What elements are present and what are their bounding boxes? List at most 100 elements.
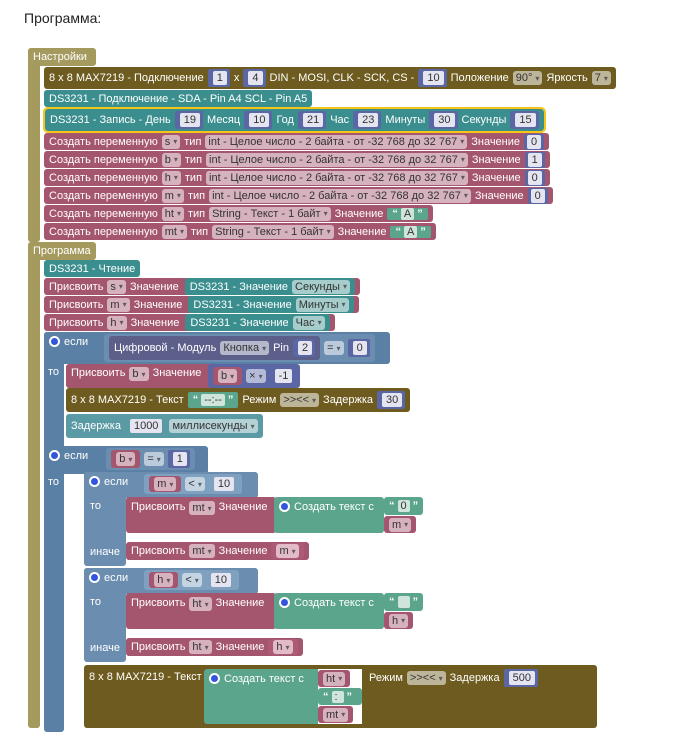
create-variable-block[interactable]: Создать переменную b тип int - Целое чис… <box>44 151 550 168</box>
value-input[interactable]: 0 <box>527 134 542 149</box>
join-item-var[interactable]: m <box>384 516 417 533</box>
variable-name-dropdown[interactable]: s <box>161 134 181 149</box>
brightness-dropdown[interactable]: 7 <box>591 71 611 85</box>
variable-dropdown[interactable]: m <box>389 517 412 532</box>
value-input[interactable]: 0 <box>530 188 545 203</box>
gear-icon[interactable] <box>89 572 100 583</box>
create-variable-block[interactable]: Создать переменную h тип int - Целое чис… <box>44 169 550 186</box>
variable-dropdown[interactable]: ht <box>189 640 212 654</box>
second-input[interactable]: 15 <box>515 113 536 127</box>
max7219-connect-block[interactable]: 8 x 8 MAX7219 - Подключение 1 x 4 DIN - … <box>44 67 616 89</box>
join-item-mt[interactable]: mt <box>318 706 354 723</box>
join-text-block[interactable]: Создать текст с <box>274 593 384 629</box>
variable-name-dropdown[interactable]: mt <box>161 224 187 239</box>
source-dropdown[interactable]: Секунды <box>292 279 350 294</box>
join-item-text[interactable]: “ ” <box>384 593 423 611</box>
variable-dropdown[interactable]: s <box>107 279 126 294</box>
variable-dropdown[interactable]: h <box>273 640 293 654</box>
variable-dropdown[interactable]: m <box>276 544 299 558</box>
assign-block[interactable]: ПрисвоитьsЗначение DS3231 - ЗначениеСеку… <box>44 278 360 295</box>
pin-input[interactable]: 2 <box>297 341 313 355</box>
join-item-colon[interactable]: “ : ” <box>318 688 362 705</box>
gear-icon[interactable] <box>89 476 100 487</box>
type-dropdown[interactable]: int - Целое число - 2 байта - от -32 768… <box>205 134 468 149</box>
delay-block[interactable]: Задержка 1000 миллисекунды <box>66 414 263 438</box>
source-dropdown[interactable]: Час <box>292 315 325 330</box>
ds3231-read-block[interactable]: DS3231 - Чтение <box>44 260 141 277</box>
operator-dropdown[interactable]: × <box>246 369 266 383</box>
type-dropdown[interactable]: int - Целое число - 2 байта - от -32 768… <box>206 170 468 185</box>
source-dropdown[interactable]: Минуты <box>295 297 349 312</box>
compare-value-input[interactable]: 10 <box>210 573 232 587</box>
value-input[interactable]: 0 <box>527 170 542 185</box>
variable-dropdown[interactable]: m <box>154 477 177 491</box>
variable-name-dropdown[interactable]: b <box>161 152 181 167</box>
unit-dropdown[interactable]: миллисекунды <box>169 419 258 433</box>
variable-dropdown[interactable]: mt <box>323 707 349 722</box>
text-input[interactable]: A <box>403 225 418 238</box>
type-dropdown[interactable]: int - Целое число - 2 байта - от -32 768… <box>209 188 471 203</box>
variable-dropdown[interactable]: ht <box>189 597 212 611</box>
variable-dropdown[interactable]: b <box>129 367 149 381</box>
variable-dropdown[interactable]: h <box>389 613 409 628</box>
gear-icon[interactable] <box>279 501 290 512</box>
if-block[interactable]: если b = 1 <box>44 446 208 474</box>
text-input[interactable]: 0 <box>397 500 410 512</box>
create-variable-block[interactable]: Создать переменную mt тип String - Текст… <box>44 223 436 240</box>
assign-block[interactable]: ПрисвоитьmtЗначение <box>126 497 276 533</box>
join-item-text[interactable]: “ 0 ” <box>384 497 424 515</box>
ds3231-connect-block[interactable]: DS3231 - Подключение - SDA - Pin A4 SCL … <box>44 90 313 107</box>
operator-dropdown[interactable]: < <box>185 477 205 491</box>
variable-name-dropdown[interactable]: h <box>161 170 181 185</box>
variable-dropdown[interactable]: mt <box>189 501 215 515</box>
operator-dropdown[interactable]: = <box>324 341 344 355</box>
assign-block[interactable]: ПрисвоитьhtЗначение h <box>126 638 303 656</box>
variable-dropdown[interactable]: mt <box>189 544 215 558</box>
variable-name-dropdown[interactable]: ht <box>161 206 184 221</box>
join-text-block[interactable]: Создать текст с <box>274 497 384 533</box>
variable-dropdown[interactable]: h <box>154 573 174 587</box>
multiplier-input[interactable]: -1 <box>274 369 293 383</box>
delay-input[interactable]: 30 <box>382 393 403 407</box>
compare-block[interactable]: Цифровой - МодульКнопкаPin 2 = 0 <box>104 334 375 362</box>
ds3231-write-block[interactable]: DS3231 - Запись - День 19 Месяц 10 Год 21 Ч… <box>43 107 546 133</box>
value-input[interactable]: 1 <box>527 152 542 167</box>
digital-read-block[interactable]: Цифровой - МодульКнопкаPin 2 <box>109 336 321 360</box>
type-dropdown[interactable]: String - Текст - 1 байт <box>209 206 331 221</box>
minute-input[interactable]: 30 <box>434 113 455 127</box>
year-input[interactable]: 21 <box>302 113 324 127</box>
if-else-block[interactable]: если m <10 <box>84 472 258 498</box>
text-input[interactable]: --:-- <box>201 394 225 406</box>
text-input[interactable]: A <box>400 207 415 220</box>
assign-block[interactable]: ПрисвоитьhtЗначение <box>126 593 276 629</box>
settings-block[interactable]: Настройки <box>28 48 96 66</box>
gear-icon[interactable] <box>49 450 60 461</box>
variable-dropdown[interactable]: b <box>218 369 238 383</box>
gear-icon[interactable] <box>49 336 60 347</box>
join-item-ht[interactable]: ht <box>318 670 351 687</box>
module-dropdown[interactable]: Кнопка <box>220 341 270 355</box>
mode-dropdown[interactable]: >><< <box>406 671 446 685</box>
position-dropdown[interactable]: 90° <box>512 71 543 85</box>
create-variable-block[interactable]: Создать переменную ht тип String - Текст… <box>44 205 433 222</box>
text-literal[interactable]: “ --:-- ” <box>187 392 239 408</box>
create-variable-block[interactable]: Создать переменную m тип int - Целое чис… <box>44 187 553 204</box>
if-else-block[interactable]: если h <10 <box>84 568 258 594</box>
compare-value-input[interactable]: 0 <box>352 341 367 355</box>
cs-input[interactable]: 10 <box>423 71 444 85</box>
type-dropdown[interactable]: int - Целое число - 2 байта - от -32 768… <box>206 152 468 167</box>
join-item-var[interactable]: h <box>384 612 414 629</box>
cols-input[interactable]: 1 <box>212 71 227 85</box>
join-text-block[interactable]: Создать текст с <box>204 669 322 724</box>
create-variable-block[interactable]: Создать переменную s тип int - Целое чис… <box>44 133 550 150</box>
variable-dropdown[interactable]: m <box>107 297 130 312</box>
operator-dropdown[interactable]: = <box>144 452 164 466</box>
compare-value-input[interactable]: 1 <box>172 452 187 466</box>
month-input[interactable]: 10 <box>249 113 270 127</box>
assign-block[interactable]: ПрисвоитьmtЗначение m <box>126 542 309 560</box>
rows-input[interactable]: 4 <box>248 71 263 85</box>
text-input[interactable]: : <box>331 690 344 703</box>
variable-dropdown[interactable]: h <box>107 315 127 330</box>
mode-dropdown[interactable]: >><< <box>280 393 320 407</box>
gear-icon[interactable] <box>209 673 220 684</box>
